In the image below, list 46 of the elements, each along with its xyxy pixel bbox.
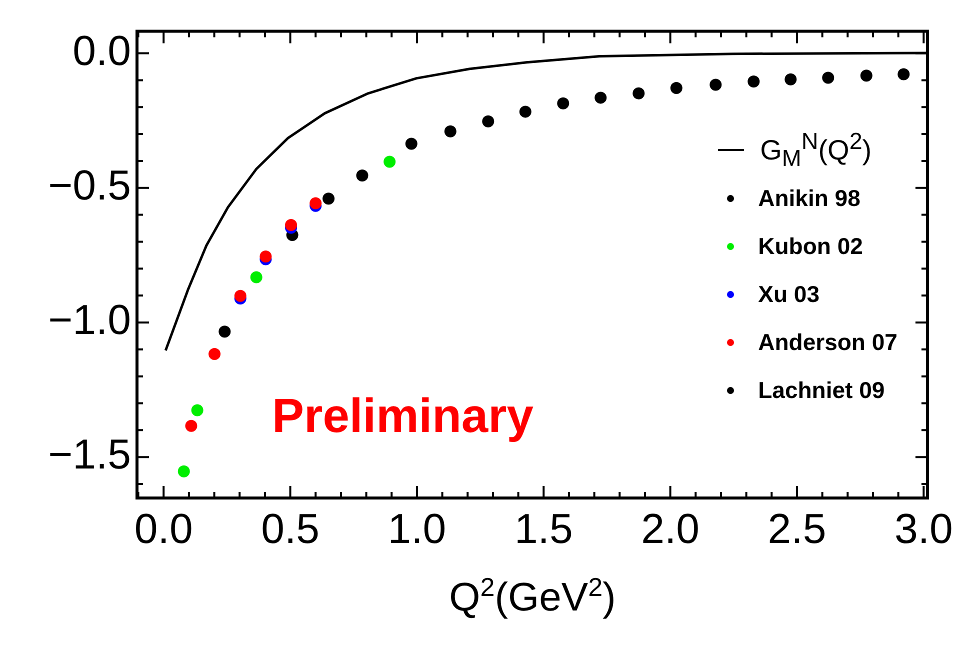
point	[822, 72, 834, 84]
point	[191, 404, 204, 416]
point	[670, 82, 682, 94]
point	[356, 169, 368, 182]
point	[482, 115, 494, 128]
point	[632, 87, 645, 100]
x-tick-label: 1.0	[388, 504, 446, 552]
point	[260, 250, 272, 263]
point	[384, 156, 396, 168]
point	[444, 125, 456, 138]
point	[322, 192, 335, 205]
point	[519, 106, 532, 118]
y-tick-label: 0.0	[72, 26, 131, 74]
y-tick-label: −1.0	[48, 296, 131, 344]
point	[748, 76, 760, 88]
x-tick-label: 0.5	[261, 504, 320, 552]
point	[250, 271, 262, 284]
legend-label: Lachniet 09	[758, 376, 885, 404]
x-tick-label: 2.5	[768, 504, 826, 552]
y-tick-label: −0.5	[48, 161, 131, 208]
point	[310, 197, 322, 210]
legend-label: Anikin 98	[758, 184, 860, 212]
point	[185, 420, 198, 432]
point	[860, 70, 872, 82]
point	[178, 465, 190, 478]
legend-label: Anderson 07	[758, 328, 898, 356]
point	[405, 138, 418, 150]
point	[784, 73, 797, 86]
legend-label: Kubon 02	[758, 232, 863, 260]
x-tick-label: 1.5	[514, 504, 573, 552]
x-axis-title: Q$^{2}$(GeV$^{2}$)	[448, 572, 617, 620]
legend-label: Xu 03	[758, 280, 820, 308]
point	[218, 326, 231, 338]
point	[208, 348, 221, 360]
annotation: Preliminary	[272, 389, 534, 444]
point	[710, 78, 722, 91]
point	[594, 92, 607, 104]
x-tick-label: 3.0	[894, 504, 953, 552]
point	[285, 219, 298, 232]
x-tick-label: 2.0	[641, 504, 700, 552]
y-tick-label: −1.5	[48, 430, 131, 478]
x-tick-label: 0.0	[134, 504, 193, 552]
point	[234, 290, 246, 302]
legend-label: G$_{M}$$^{N}$(Q$^{2}$)	[760, 128, 872, 172]
point	[898, 68, 910, 80]
point	[557, 97, 570, 110]
